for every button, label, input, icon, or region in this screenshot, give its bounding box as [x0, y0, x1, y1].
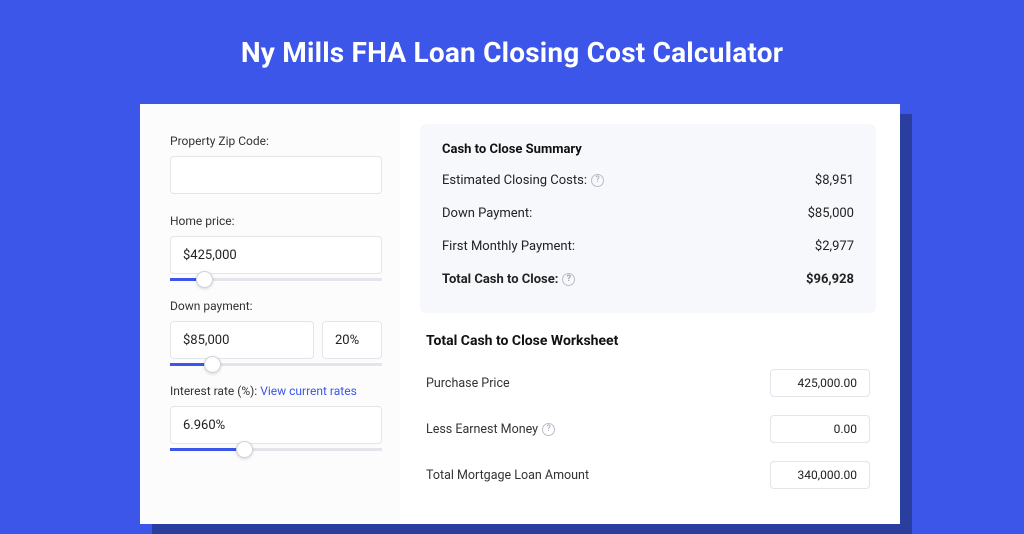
home-price-slider[interactable] [170, 278, 382, 281]
worksheet-label: Purchase Price [426, 376, 510, 391]
summary-value: $85,000 [808, 206, 854, 221]
down-payment-label: Down payment: [170, 299, 382, 313]
help-icon[interactable]: ? [542, 423, 555, 436]
worksheet-title: Total Cash to Close Worksheet [426, 333, 876, 349]
page-title: Ny Mills FHA Loan Closing Cost Calculato… [0, 0, 1024, 97]
zip-input[interactable] [170, 156, 382, 194]
home-price-label: Home price: [170, 214, 382, 228]
down-payment-slider[interactable] [170, 363, 382, 366]
worksheet-value[interactable]: 0.00 [770, 415, 870, 443]
summary-label: Estimated Closing Costs: [442, 173, 587, 188]
rate-label: Interest rate (%): [170, 384, 257, 398]
down-payment-pct-input[interactable]: 20% [322, 321, 382, 359]
calculator-panel: Property Zip Code: Home price: $425,000 … [140, 104, 900, 524]
worksheet-label: Less Earnest Money [426, 422, 538, 437]
view-rates-link[interactable]: View current rates [260, 384, 357, 398]
summary-value: $2,977 [815, 239, 854, 254]
summary-row-total: Total Cash to Close: ? $96,928 [442, 272, 854, 287]
rate-label-row: Interest rate (%): View current rates [170, 384, 382, 398]
help-icon[interactable]: ? [562, 273, 575, 286]
rate-slider[interactable] [170, 448, 382, 451]
slider-thumb[interactable] [204, 356, 221, 373]
summary-card: Cash to Close Summary Estimated Closing … [420, 124, 876, 313]
summary-label: First Monthly Payment: [442, 239, 575, 254]
rate-input[interactable]: 6.960% [170, 406, 382, 444]
worksheet-value[interactable]: 340,000.00 [770, 461, 870, 489]
results-column: Cash to Close Summary Estimated Closing … [400, 104, 900, 524]
slider-fill [170, 448, 244, 451]
worksheet-row-earnest-money: Less Earnest Money ? 0.00 [426, 415, 870, 443]
zip-label: Property Zip Code: [170, 134, 382, 148]
down-payment-input[interactable]: $85,000 [170, 321, 314, 359]
inputs-column: Property Zip Code: Home price: $425,000 … [140, 104, 400, 524]
summary-row-first-payment: First Monthly Payment: $2,977 [442, 239, 854, 254]
slider-thumb[interactable] [196, 271, 213, 288]
home-price-input[interactable]: $425,000 [170, 236, 382, 274]
slider-thumb[interactable] [236, 441, 253, 458]
summary-row-down-payment: Down Payment: $85,000 [442, 206, 854, 221]
help-icon[interactable]: ? [591, 174, 604, 187]
summary-title: Cash to Close Summary [442, 142, 854, 157]
worksheet-label: Total Mortgage Loan Amount [426, 468, 589, 483]
summary-row-closing-costs: Estimated Closing Costs: ? $8,951 [442, 173, 854, 188]
summary-value: $96,928 [806, 272, 854, 287]
summary-label: Down Payment: [442, 206, 532, 221]
summary-label: Total Cash to Close: [442, 272, 558, 287]
worksheet-row-purchase-price: Purchase Price 425,000.00 [426, 369, 870, 397]
summary-value: $8,951 [815, 173, 854, 188]
worksheet-row-loan-amount: Total Mortgage Loan Amount 340,000.00 [426, 461, 870, 489]
worksheet-value[interactable]: 425,000.00 [770, 369, 870, 397]
